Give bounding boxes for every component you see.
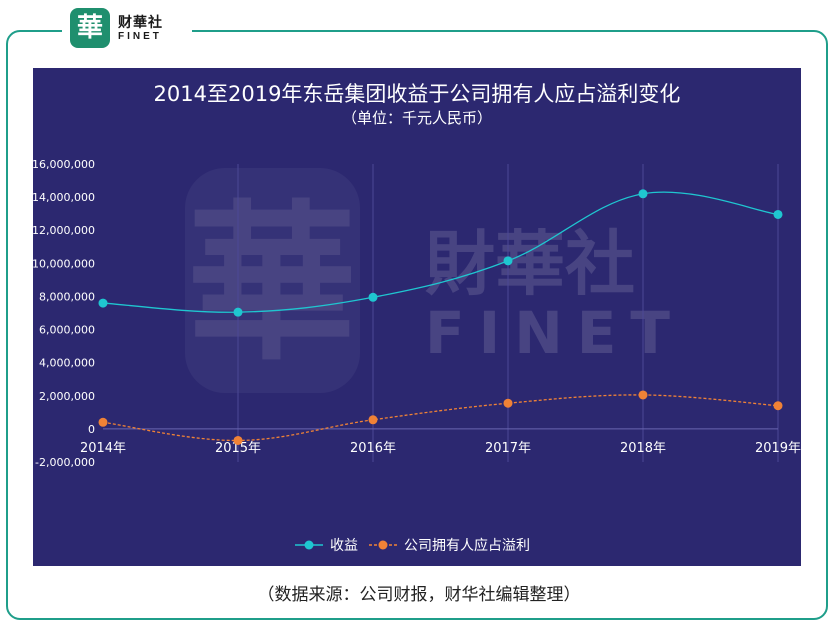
series-1-point-2016年: [368, 292, 378, 302]
legend: 收益 公司拥有人应占溢利: [295, 537, 530, 554]
y-tick-label: 8,000,000: [39, 290, 95, 303]
watermark-chinese-text: 財華社: [425, 223, 635, 305]
y-tick-label: 0: [88, 423, 95, 436]
series-line-2: [102, 394, 779, 442]
series-2-point-2018年: [638, 390, 648, 400]
series-2-point-2017年: [503, 398, 513, 408]
watermark-seal: [185, 168, 360, 393]
legend-marker-series-1: [304, 540, 314, 550]
logo-mark-icon: 華: [70, 8, 110, 48]
legend-label-series-2: 公司拥有人应占溢利: [404, 537, 530, 554]
chart-panel: 華 財華社 FINET 2014至2019年东岳集团收益于公司拥有人应占溢利变化…: [32, 68, 801, 566]
legend-label-series-1: 收益: [330, 538, 358, 554]
x-tick-label: 2016年: [350, 441, 396, 456]
finet-logo: 華 财華社 FINET: [62, 4, 192, 52]
series-1-point-2014年: [98, 298, 108, 308]
x-tick-label: 2019年: [755, 441, 801, 456]
x-tick-label: 2014年: [80, 441, 126, 456]
y-tick-label: -2,000,000: [35, 456, 95, 469]
x-tick-label: 2018年: [620, 441, 666, 456]
x-axis: 2014年 2015年 2016年 2017年 2018年 2019年: [80, 428, 801, 456]
y-tick-label: 2,000,000: [39, 390, 95, 403]
watermark: 華 財華社 FINET: [185, 168, 684, 393]
outer-frame: [6, 30, 828, 620]
series-layer: [98, 189, 783, 445]
chart-subtitle: （单位：千元人民币）: [342, 109, 492, 127]
series-2-point-2014年: [98, 417, 108, 427]
logo-chinese-text: 财華社: [118, 15, 163, 31]
x-tick-label: 2017年: [485, 441, 531, 456]
legend-marker-series-2: [378, 540, 388, 550]
series-2-point-2019年: [773, 401, 783, 411]
watermark-mark: 華: [187, 186, 357, 384]
y-axis: 16,000,000 14,000,000 12,000,000 10,000,000…: [32, 158, 95, 469]
chart-svg: 華 財華社 FINET 2014至2019年东岳集团收益于公司拥有人应占溢利变化…: [32, 82, 801, 554]
chart-title: 2014至2019年东岳集团收益于公司拥有人应占溢利变化: [154, 82, 681, 106]
series-1-point-2015年: [233, 307, 243, 317]
series-1-point-2018年: [638, 189, 648, 199]
x-tick-label: 2015年: [215, 441, 261, 456]
series-1-point-2019年: [773, 209, 783, 219]
series-line-1: [102, 191, 779, 313]
y-tick-label: 10,000,000: [33, 257, 95, 270]
watermark-english-text: FINET: [425, 299, 684, 367]
y-tick-label: 4,000,000: [39, 357, 95, 370]
y-tick-label: 16,000,000: [33, 158, 95, 171]
y-tick-label: 14,000,000: [33, 191, 95, 204]
series-2-point-2015年: [233, 435, 243, 445]
source-caption: （数据来源：公司财报，财华社编辑整理）: [257, 585, 581, 605]
series-2-point-2016年: [368, 415, 378, 425]
series-1-point-2017年: [503, 256, 513, 266]
vertical-gridlines: [237, 164, 779, 462]
y-tick-label: 6,000,000: [39, 324, 95, 337]
logo-english-text: FINET: [118, 31, 162, 42]
y-tick-label: 12,000,000: [33, 224, 95, 237]
